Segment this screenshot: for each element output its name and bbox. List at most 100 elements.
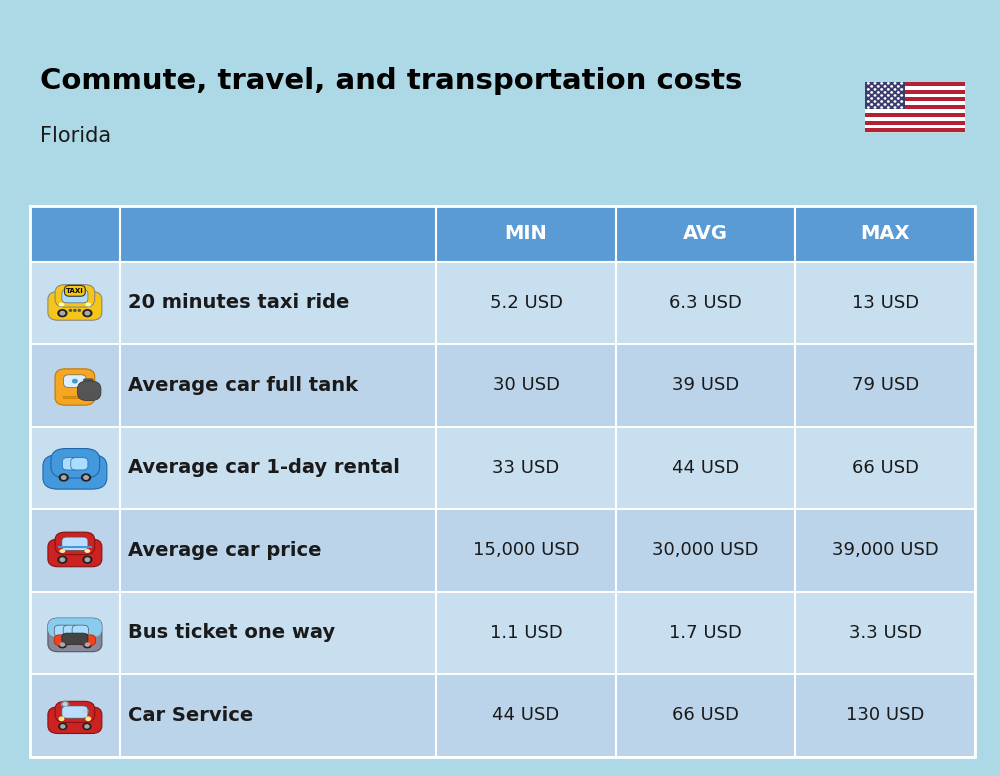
Circle shape [901, 95, 902, 96]
Circle shape [61, 702, 69, 707]
Circle shape [884, 86, 886, 87]
Text: 20 minutes taxi ride: 20 minutes taxi ride [128, 293, 349, 312]
FancyBboxPatch shape [865, 97, 965, 101]
Circle shape [868, 83, 869, 84]
FancyBboxPatch shape [865, 124, 965, 128]
Circle shape [878, 92, 879, 93]
Circle shape [83, 710, 86, 712]
Text: Average car full tank: Average car full tank [128, 376, 358, 395]
FancyBboxPatch shape [865, 81, 965, 132]
Circle shape [901, 83, 902, 84]
Circle shape [901, 101, 902, 102]
Circle shape [74, 310, 76, 311]
Text: MIN: MIN [505, 224, 548, 243]
Circle shape [58, 642, 66, 648]
Text: AVG: AVG [683, 224, 728, 243]
Circle shape [83, 642, 91, 648]
FancyBboxPatch shape [48, 539, 102, 566]
FancyBboxPatch shape [62, 706, 88, 718]
FancyBboxPatch shape [48, 292, 102, 320]
Ellipse shape [86, 303, 91, 306]
FancyBboxPatch shape [43, 455, 107, 489]
Circle shape [67, 457, 74, 462]
Circle shape [888, 88, 889, 90]
Text: Average car 1-day rental: Average car 1-day rental [128, 459, 400, 477]
Circle shape [871, 92, 872, 93]
FancyBboxPatch shape [64, 375, 86, 387]
Circle shape [61, 476, 66, 480]
FancyBboxPatch shape [48, 618, 102, 637]
Circle shape [83, 723, 91, 729]
Ellipse shape [85, 549, 90, 553]
Text: Commute, travel, and transportation costs: Commute, travel, and transportation cost… [40, 68, 742, 95]
Circle shape [868, 107, 869, 108]
Circle shape [60, 311, 65, 315]
FancyBboxPatch shape [865, 85, 965, 89]
Circle shape [871, 98, 872, 99]
Circle shape [898, 98, 899, 99]
Circle shape [83, 556, 92, 563]
FancyBboxPatch shape [30, 591, 975, 674]
FancyBboxPatch shape [55, 532, 95, 555]
FancyBboxPatch shape [30, 262, 975, 344]
FancyBboxPatch shape [58, 546, 92, 548]
Circle shape [894, 101, 896, 102]
FancyBboxPatch shape [71, 458, 88, 470]
Ellipse shape [59, 303, 64, 306]
Circle shape [86, 717, 91, 721]
Circle shape [85, 311, 90, 315]
Circle shape [878, 86, 879, 87]
Circle shape [61, 725, 65, 728]
FancyBboxPatch shape [865, 105, 965, 109]
Circle shape [884, 92, 886, 93]
Circle shape [59, 474, 68, 481]
Circle shape [881, 83, 882, 84]
Circle shape [898, 92, 899, 93]
FancyBboxPatch shape [865, 93, 965, 97]
Text: Florida: Florida [40, 126, 111, 146]
Circle shape [881, 101, 882, 102]
Circle shape [901, 107, 902, 108]
FancyBboxPatch shape [55, 369, 95, 405]
FancyBboxPatch shape [30, 206, 975, 262]
Text: 13 USD: 13 USD [852, 294, 919, 312]
Text: Car Service: Car Service [128, 706, 253, 725]
Circle shape [78, 310, 80, 311]
FancyBboxPatch shape [30, 427, 975, 509]
Text: 30,000 USD: 30,000 USD [652, 542, 759, 559]
Circle shape [874, 101, 876, 102]
FancyBboxPatch shape [54, 635, 71, 646]
FancyBboxPatch shape [62, 537, 88, 550]
Text: 30 USD: 30 USD [493, 376, 560, 394]
Text: 66 USD: 66 USD [672, 706, 739, 724]
Circle shape [874, 88, 876, 90]
Circle shape [84, 476, 88, 480]
Circle shape [82, 474, 91, 481]
Circle shape [881, 88, 882, 90]
Circle shape [868, 101, 869, 102]
FancyBboxPatch shape [54, 625, 71, 636]
Circle shape [874, 83, 876, 84]
Circle shape [888, 101, 889, 102]
Text: 15,000 USD: 15,000 USD [473, 542, 579, 559]
Circle shape [69, 458, 72, 460]
Circle shape [894, 83, 896, 84]
Text: 33 USD: 33 USD [492, 459, 560, 476]
Circle shape [85, 725, 89, 728]
FancyBboxPatch shape [865, 89, 965, 93]
FancyBboxPatch shape [865, 81, 905, 109]
Circle shape [58, 310, 67, 317]
Circle shape [83, 310, 92, 317]
Circle shape [884, 104, 886, 105]
Circle shape [874, 107, 876, 108]
Circle shape [894, 95, 896, 96]
Circle shape [881, 107, 882, 108]
Circle shape [60, 558, 65, 561]
FancyBboxPatch shape [79, 635, 96, 646]
Circle shape [73, 379, 77, 383]
FancyBboxPatch shape [63, 397, 86, 398]
FancyBboxPatch shape [51, 449, 100, 478]
Circle shape [871, 104, 872, 105]
Circle shape [891, 104, 892, 105]
Circle shape [888, 95, 889, 96]
